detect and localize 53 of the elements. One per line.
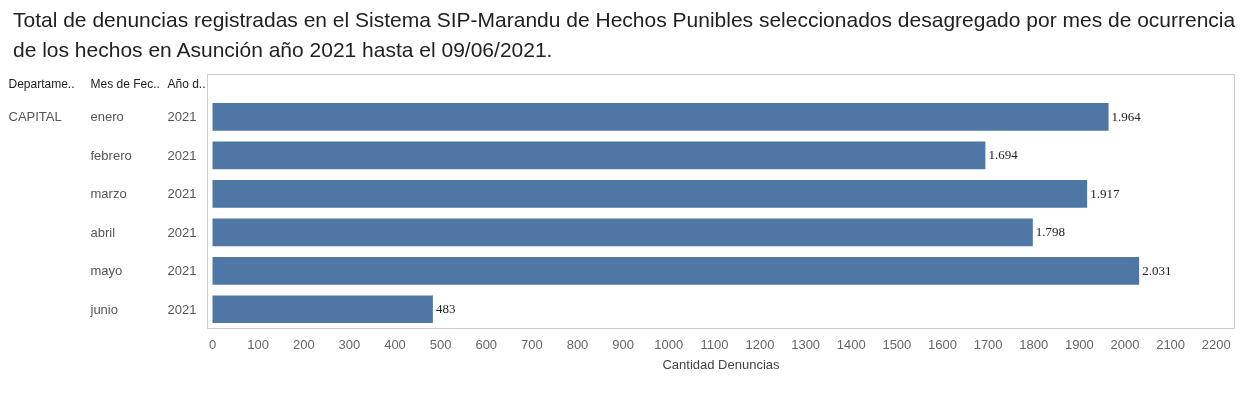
x-tick-label: 1800 bbox=[1019, 336, 1049, 352]
x-tick-label: 2100 bbox=[1156, 336, 1186, 352]
text: 2021 bbox=[167, 147, 197, 163]
x-tick-label: 1300 bbox=[791, 336, 821, 352]
x-tick-label: 1100 bbox=[700, 336, 729, 352]
x-tick-label: 1600 bbox=[928, 336, 957, 352]
bar bbox=[212, 256, 1140, 285]
x-tick-label: 900 bbox=[612, 336, 634, 352]
y-tick-label: abril bbox=[90, 224, 116, 240]
x-tick-label: 1000 bbox=[654, 336, 684, 352]
data-label: 1.964 bbox=[1111, 108, 1142, 124]
text: 2021 bbox=[167, 263, 197, 279]
x-tick-label: 1200 bbox=[745, 336, 775, 352]
bar bbox=[212, 295, 433, 324]
data-label: 1.917 bbox=[1090, 185, 1120, 201]
x-tick-label: 600 bbox=[475, 336, 498, 352]
data-label: 1.798 bbox=[1035, 224, 1066, 240]
data-label: 2.031 bbox=[1142, 262, 1172, 278]
x-tick-label: 1700 bbox=[973, 336, 1003, 352]
data-label: 483 bbox=[435, 301, 456, 317]
y-tick-label: febrero bbox=[90, 147, 132, 163]
text: Año d.. bbox=[167, 77, 206, 92]
y-tick-label: junio bbox=[89, 301, 118, 317]
text: 2021 bbox=[167, 224, 197, 240]
x-tick-label: 1900 bbox=[1064, 336, 1094, 352]
bar bbox=[212, 179, 1088, 208]
x-axis-title: Cantidad Denuncias bbox=[662, 356, 781, 372]
bar bbox=[212, 218, 1033, 247]
bar bbox=[212, 102, 1109, 131]
text: Mes de Fec.. bbox=[90, 77, 160, 92]
y-tick-label: marzo bbox=[90, 186, 127, 202]
y-tick-label: mayo bbox=[90, 263, 123, 279]
x-tick-label: 0 bbox=[208, 336, 217, 352]
x-tick-label: 500 bbox=[429, 336, 452, 352]
data-label: 1.694 bbox=[988, 147, 1019, 163]
x-tick-label: 2200 bbox=[1201, 336, 1231, 352]
x-tick-label: 300 bbox=[338, 336, 361, 352]
x-tick-label: 100 bbox=[247, 336, 269, 352]
x-tick-label: 800 bbox=[566, 336, 589, 352]
x-tick-label: 400 bbox=[384, 336, 406, 352]
text: 2021 bbox=[167, 186, 197, 202]
x-tick-label: 700 bbox=[521, 336, 543, 352]
x-tick-label: 200 bbox=[292, 336, 315, 352]
bar bbox=[212, 141, 986, 170]
x-tick-label: 1400 bbox=[836, 336, 866, 352]
text: 2021 bbox=[167, 301, 197, 317]
chart-title: Total de denuncias registradas en el Sistema SIP-Marandu de Hechos Punibles seleccionados desagregado por mes de ocurrencia de los hechos en Asunción año 2021 hasta el 09/06/2021. bbox=[13, 7, 1237, 63]
text: CAPITAL bbox=[8, 109, 62, 125]
x-tick-label: 2000 bbox=[1110, 336, 1140, 352]
y-tick-label: enero bbox=[90, 109, 124, 125]
text: Departame.. bbox=[8, 77, 75, 92]
text: 2021 bbox=[167, 109, 197, 125]
x-tick-label: 1500 bbox=[882, 336, 912, 352]
